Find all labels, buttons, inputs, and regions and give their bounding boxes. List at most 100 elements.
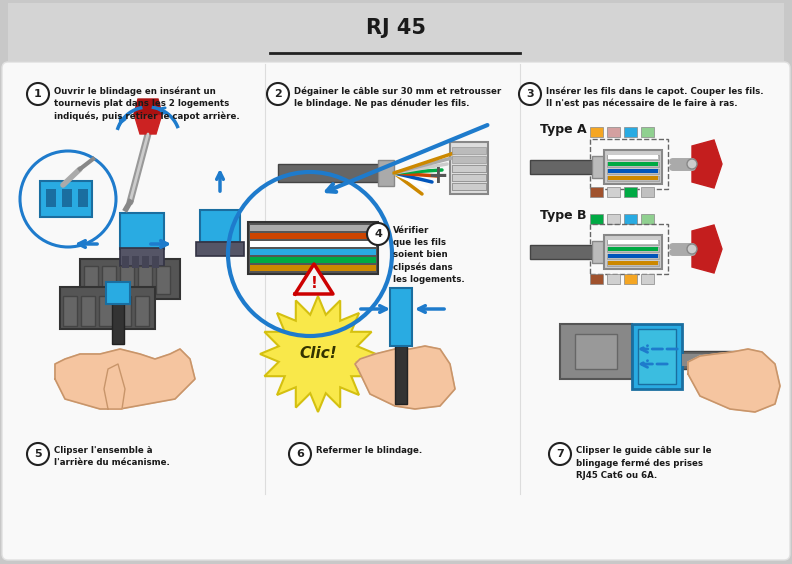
Bar [641, 127, 654, 137]
FancyBboxPatch shape [2, 62, 790, 560]
Text: Refermer le blindage.: Refermer le blindage. [316, 446, 422, 455]
Polygon shape [260, 296, 376, 412]
Bar [632, 324, 682, 389]
Text: 3: 3 [526, 89, 534, 99]
Text: 4: 4 [374, 229, 382, 239]
Bar [142, 256, 149, 268]
Bar [530, 245, 592, 259]
Polygon shape [55, 349, 195, 409]
Bar [608, 176, 658, 180]
Text: +: + [428, 164, 448, 188]
Polygon shape [692, 225, 722, 273]
Bar [607, 274, 620, 284]
Text: Type B: Type B [540, 209, 587, 223]
Bar [248, 222, 378, 274]
Text: 5: 5 [34, 449, 42, 459]
Bar [604, 150, 662, 184]
Bar [590, 224, 668, 274]
Bar [641, 214, 654, 224]
Bar [250, 233, 376, 239]
Bar [250, 225, 376, 231]
Bar [452, 165, 486, 172]
Bar [608, 247, 658, 251]
Bar [607, 169, 659, 174]
Polygon shape [692, 140, 722, 188]
Bar [117, 296, 131, 326]
Bar [608, 261, 658, 265]
Bar [590, 214, 603, 224]
Bar [120, 266, 134, 294]
Bar [452, 174, 486, 181]
Bar [560, 324, 632, 379]
Bar [682, 354, 737, 366]
Bar [590, 127, 603, 137]
Bar [112, 299, 124, 344]
Bar [390, 288, 412, 346]
Bar [200, 210, 240, 242]
Bar [607, 176, 659, 181]
Bar [63, 296, 77, 326]
Polygon shape [134, 99, 162, 114]
Bar [624, 274, 637, 284]
Bar [590, 274, 603, 284]
Bar [78, 189, 88, 207]
Text: RJ 45: RJ 45 [366, 18, 426, 38]
Bar [638, 329, 676, 384]
Circle shape [289, 443, 311, 465]
Bar [102, 266, 116, 294]
Circle shape [27, 443, 49, 465]
Bar [607, 187, 620, 197]
Bar [607, 240, 659, 245]
Text: Ouvrir le blindage en insérant un
tournevis plat dans les 2 logements
indiqués, : Ouvrir le blindage en insérant un tourne… [54, 86, 240, 121]
Bar [196, 242, 244, 256]
Text: Clipser le guide câble sur le
blingage fermé des prises
RJ45 Cat6 ou 6A.: Clipser le guide câble sur le blingage f… [576, 446, 711, 480]
Bar [99, 296, 113, 326]
Bar [378, 160, 394, 186]
Circle shape [519, 83, 541, 105]
Bar [452, 174, 486, 181]
Bar [132, 256, 139, 268]
Bar [641, 274, 654, 284]
Bar [607, 162, 659, 167]
Bar [604, 235, 662, 269]
Circle shape [687, 159, 697, 169]
Bar [106, 282, 130, 304]
Bar [607, 254, 659, 259]
Bar [608, 240, 658, 244]
Text: 2: 2 [274, 89, 282, 99]
Bar [84, 266, 98, 294]
Bar [624, 127, 637, 137]
Text: Type A: Type A [540, 122, 587, 135]
Circle shape [27, 83, 49, 105]
Text: 1: 1 [34, 89, 42, 99]
Bar [62, 189, 72, 207]
Bar [624, 187, 637, 197]
Bar [592, 156, 604, 178]
Bar [8, 3, 784, 61]
Bar [608, 254, 658, 258]
Bar [40, 181, 92, 217]
Bar [452, 156, 486, 163]
Bar [138, 266, 152, 294]
Polygon shape [688, 349, 780, 412]
Bar [641, 187, 654, 197]
Bar [452, 183, 486, 190]
Bar [607, 127, 620, 137]
Bar [590, 139, 668, 189]
Bar [530, 160, 592, 174]
Polygon shape [134, 114, 162, 134]
Bar [46, 189, 56, 207]
Bar [80, 259, 180, 299]
Polygon shape [355, 346, 455, 409]
Bar [122, 256, 129, 268]
Bar [250, 257, 376, 263]
Bar [607, 214, 620, 224]
Bar [60, 287, 155, 329]
Bar [278, 164, 378, 182]
Bar [152, 256, 159, 268]
Bar [450, 142, 488, 194]
Circle shape [549, 443, 571, 465]
Bar [575, 334, 617, 369]
Bar [452, 165, 486, 172]
Polygon shape [104, 364, 125, 409]
